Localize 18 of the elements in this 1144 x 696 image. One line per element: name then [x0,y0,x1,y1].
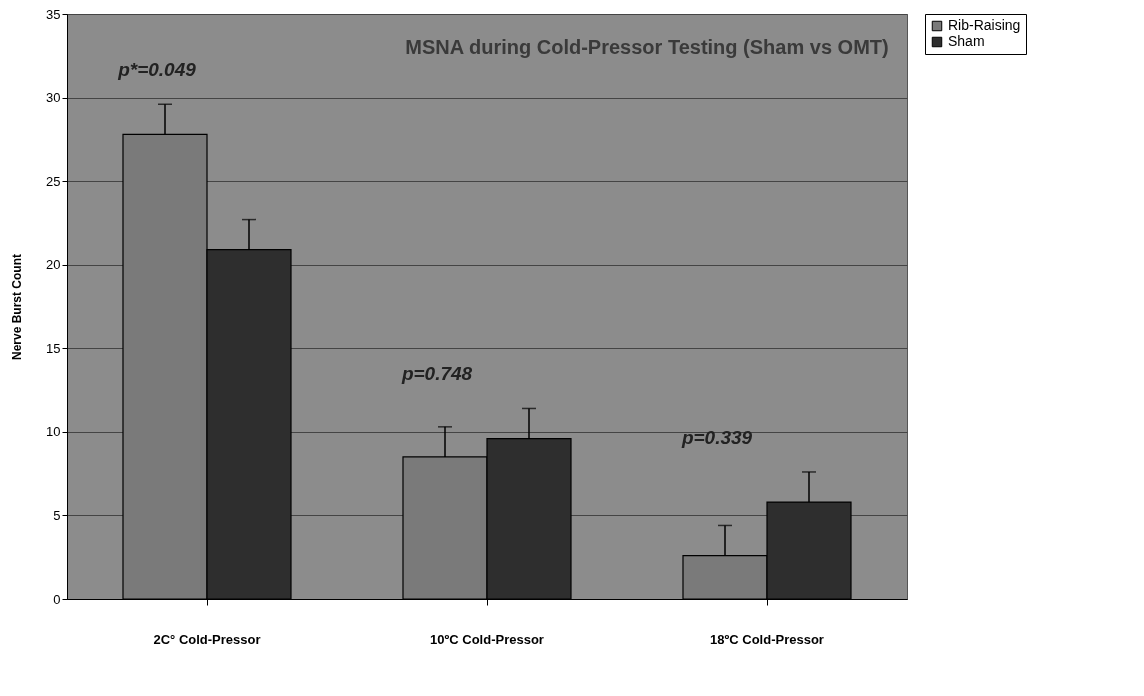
y-axis-title: Nerve Burst Count [10,253,25,361]
legend-label: Sham [948,33,985,49]
annotation: p=0.748 [400,363,473,385]
y-tick-label: 10 [46,424,61,440]
x-tick-label: 2C° Cold-Pressor [153,631,261,647]
y-tick-label: 20 [46,257,61,273]
y-tick-label: 0 [53,591,61,607]
y-tick-label: 5 [53,507,61,523]
annotation: p=0.339 [680,426,753,448]
text: MSNA during Cold-Pressor Testing (Sham vs OMT) [405,36,889,58]
y-tick-label: 35 [46,6,61,22]
y-tick-label: 25 [46,173,61,189]
x-tick-label: 10ºC Cold-Pressor [430,631,544,647]
x-tick-label: 18ºC Cold-Pressor [710,631,824,647]
y-tick-label: 15 [46,340,61,356]
legend-label: Rib-Raising [948,17,1021,33]
y-tick-label: 30 [46,90,61,106]
annotation: p*=0.049 [117,59,197,81]
